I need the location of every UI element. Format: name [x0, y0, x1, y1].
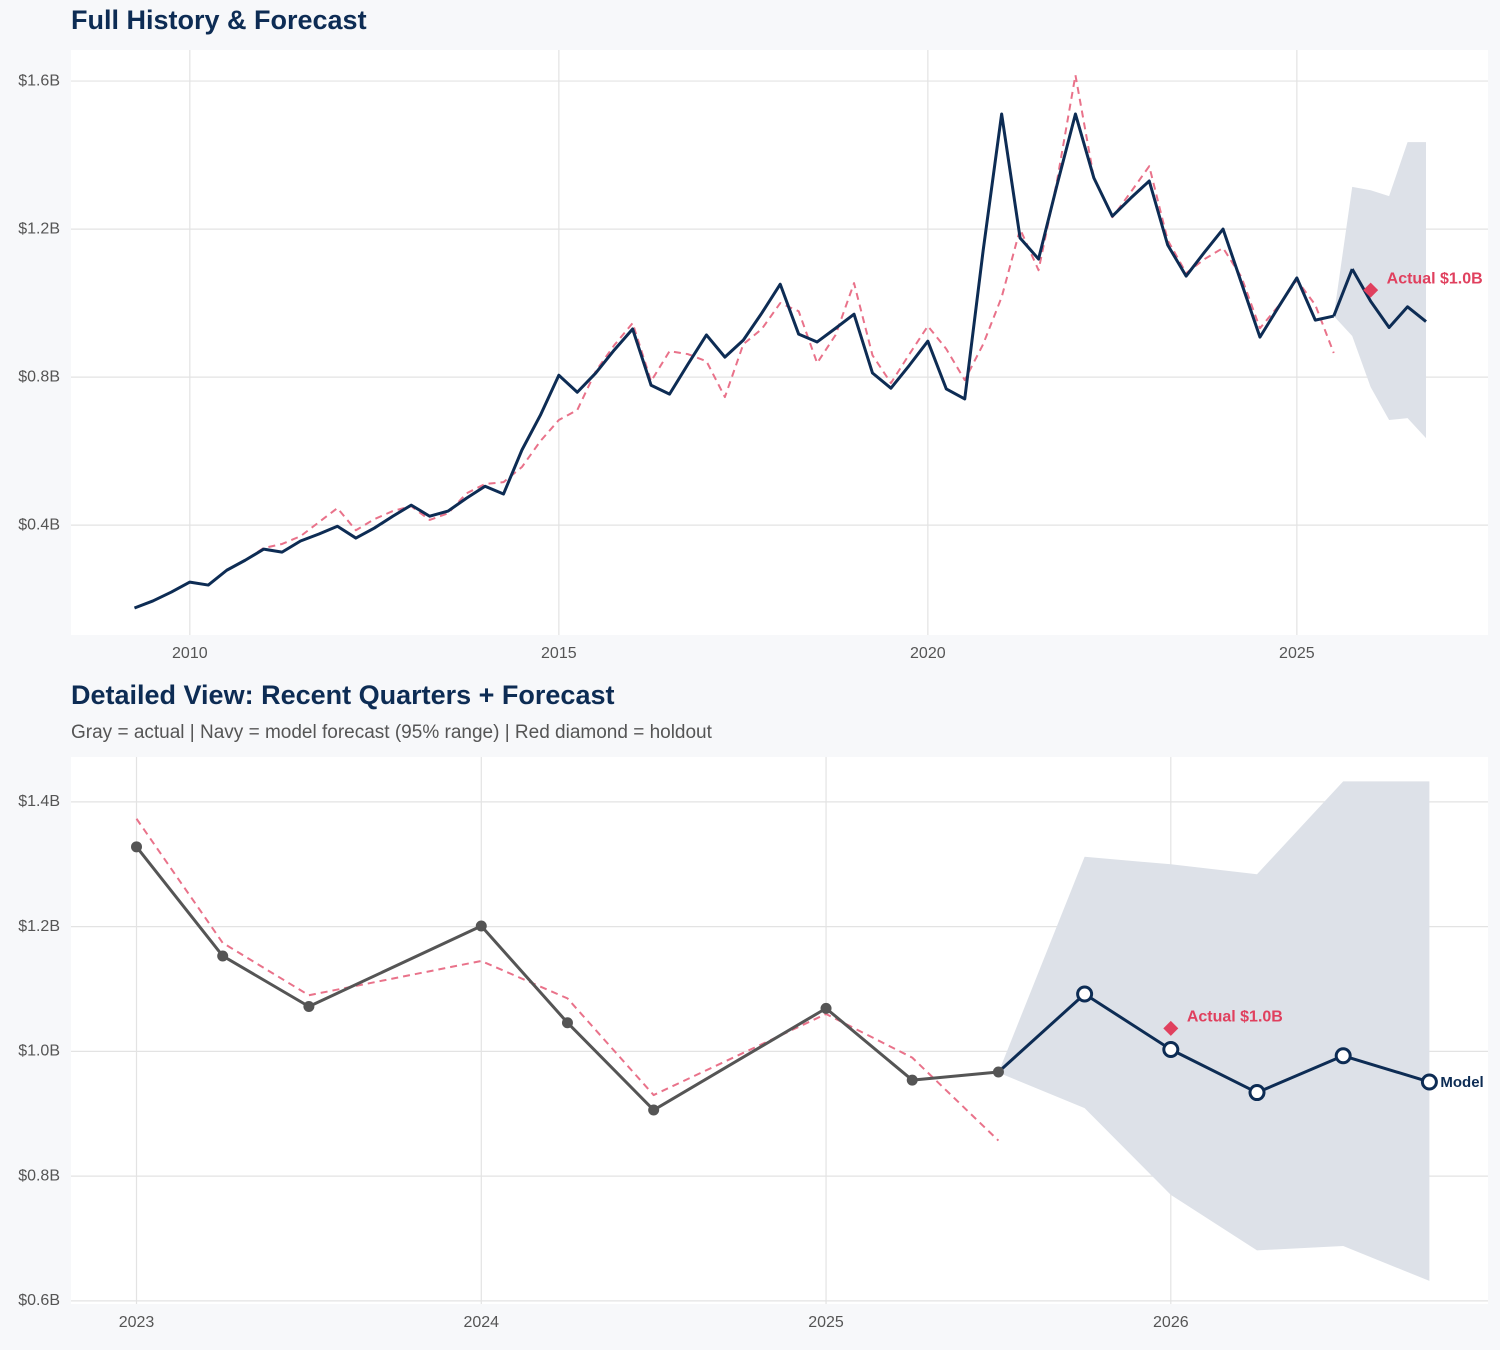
- y-tick-label: $1.4B: [18, 793, 60, 810]
- point: [1248, 1084, 1266, 1102]
- connector: [997, 992, 1086, 1074]
- point: [303, 1000, 315, 1012]
- fitted-line: [135, 818, 1000, 1142]
- point: [1076, 985, 1094, 1003]
- x-tick-label: 2015: [541, 645, 577, 662]
- plot-area: [71, 50, 1488, 635]
- y-tick-label: $0.8B: [18, 1167, 60, 1184]
- x-tick-label: 2026: [1153, 1314, 1189, 1331]
- y-tick-label: $1.6B: [18, 72, 60, 89]
- point: [1162, 1041, 1180, 1059]
- point: [1334, 1047, 1352, 1065]
- x-tick-label: 2020: [910, 645, 946, 662]
- y-tick-label: $1.0B: [18, 1043, 60, 1060]
- connector: [1332, 268, 1354, 317]
- point: [561, 1017, 573, 1029]
- y-tick-label: $1.2B: [18, 220, 60, 237]
- series-end-label: Model: [1440, 1074, 1483, 1091]
- y-tick-label: $0.4B: [18, 516, 60, 533]
- y-tick-label: $0.6B: [18, 1292, 60, 1309]
- holdout-marker: [1363, 282, 1379, 298]
- series-line: [133, 112, 1335, 610]
- x-tick-label: 2025: [1279, 645, 1315, 662]
- x-tick-label: 2025: [808, 1314, 844, 1331]
- x-tick-label: 2010: [172, 645, 208, 662]
- point: [475, 920, 487, 932]
- point: [1420, 1073, 1438, 1091]
- point: [217, 950, 229, 962]
- annotation-label: Actual $1.0B: [1187, 1009, 1283, 1026]
- chart-title: Detailed View: Recent Quarters + Forecas…: [71, 680, 614, 710]
- point: [648, 1104, 660, 1116]
- x-tick-label: 2024: [463, 1314, 499, 1331]
- holdout-marker: [1163, 1020, 1179, 1036]
- y-tick-label: $1.2B: [18, 918, 60, 935]
- point: [131, 841, 143, 853]
- annotation-label: Actual $1.0B: [1387, 270, 1483, 287]
- point: [992, 1066, 1004, 1078]
- point: [820, 1002, 832, 1014]
- forecast-band: [998, 781, 1430, 1281]
- forecast-band: [1333, 142, 1427, 439]
- y-tick-label: $0.8B: [18, 368, 60, 385]
- x-tick-label: 2023: [119, 1314, 155, 1331]
- point: [906, 1074, 918, 1086]
- chart-title: Full History & Forecast: [71, 5, 367, 35]
- chart-subtitle: Gray = actual | Navy = model forecast (9…: [71, 722, 713, 743]
